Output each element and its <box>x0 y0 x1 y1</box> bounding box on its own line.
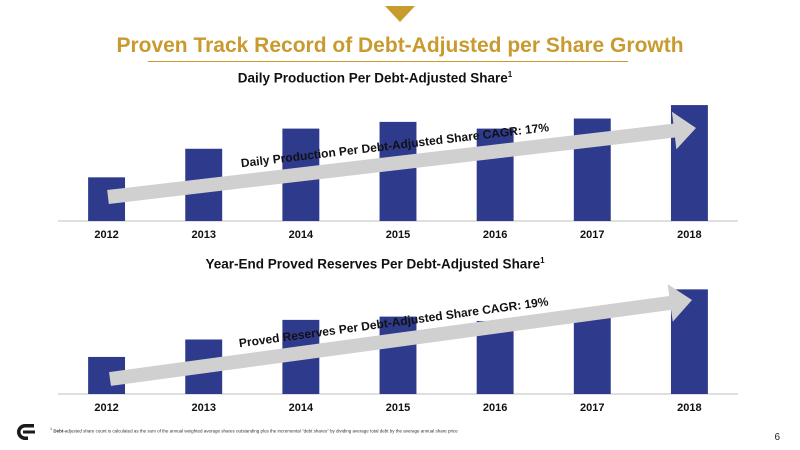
chart-2-bar-2017 <box>573 308 611 394</box>
chart-2-title: Year-End Proved Reserves Per Debt-Adjust… <box>0 256 750 272</box>
chart-1-tick-label: 2015 <box>386 229 410 241</box>
chart-2-tick-label: 2014 <box>289 402 314 414</box>
page-number: 6 <box>774 432 780 443</box>
company-logo <box>17 424 35 440</box>
chart-2-bar-2015 <box>379 316 417 394</box>
footnote: 1 Debt-adjusted share count is calculate… <box>50 427 458 434</box>
chart-2-title-text: Year-End Proved Reserves Per Debt-Adjust… <box>205 256 541 272</box>
chart-1-tick-label: 2013 <box>191 229 215 241</box>
chart-1-title: Daily Production Per Debt-Adjusted Share… <box>0 70 750 86</box>
chart-1-tick-label: 2012 <box>94 229 118 241</box>
chart-1-title-text: Daily Production Per Debt-Adjusted Share <box>237 70 508 86</box>
chart-1-tick-label: 2016 <box>483 229 507 241</box>
chart-1-title-footnote: 1 <box>507 70 513 79</box>
chart-1-tick-label: 2018 <box>677 229 701 241</box>
footnote-lead: Debt- <box>53 428 65 434</box>
page-title: Proven Track Record of Debt-Adjusted per… <box>116 34 684 57</box>
chart-1-arrow-shape <box>107 111 696 204</box>
chart-2-tick-label: 2013 <box>191 402 215 414</box>
chart-2-tick-label: 2016 <box>483 402 507 414</box>
footnote-text: adjusted share count is calculated as th… <box>64 428 458 434</box>
header-triangle-marker <box>385 6 415 22</box>
chart-2-title-footnote: 1 <box>540 256 545 265</box>
footnote-mark: 1 <box>50 427 53 431</box>
chart-1-tick-label: 2017 <box>580 229 604 241</box>
chart-2-tick-label: 2012 <box>94 402 118 414</box>
chart-1-tick-label: 2014 <box>289 229 314 241</box>
chart-2-tick-label: 2018 <box>677 402 701 414</box>
title-underline <box>148 61 628 62</box>
chart-2-tick-label: 2017 <box>580 402 604 414</box>
chart-2-arrow-shape <box>109 284 693 386</box>
chart-2-tick-label: 2015 <box>386 402 410 414</box>
